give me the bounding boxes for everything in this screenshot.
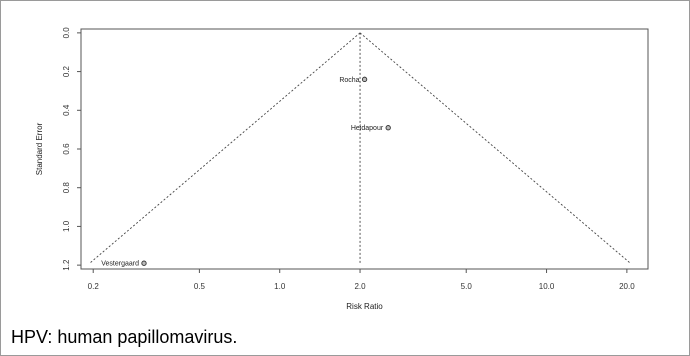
y-axis: 0.0 0.2 0.4 0.6 0.8 1.0 1.2	[62, 27, 81, 271]
x-tick-label: 0.2	[88, 282, 100, 291]
x-axis-title: Risk Ratio	[346, 302, 383, 311]
data-point	[385, 125, 391, 131]
y-tick-label: 0.2	[62, 65, 71, 77]
y-tick-label: 0.6	[62, 143, 71, 155]
funnel-right-line	[359, 32, 631, 264]
funnel-layer	[89, 32, 631, 264]
data-point	[361, 76, 368, 82]
y-tick-label: 0.8	[62, 182, 71, 194]
x-tick-label: 10.0	[539, 282, 555, 291]
y-axis-title: Standard Error	[35, 122, 44, 175]
funnel-plot: 0.2 0.5 1.0 2.0 5.0 10.0 20.0 0.0 0.2 0.4 0.6 0.8 1…	[35, 27, 649, 311]
x-tick-label: 1.0	[274, 282, 286, 291]
data-points: Rocha Heidapour Vestergaard	[101, 76, 391, 268]
point-label: Rocha	[339, 77, 359, 84]
y-tick-label: 1.0	[62, 220, 71, 232]
figure-caption: HPV: human papillomavirus.	[11, 327, 238, 347]
point-label: Vestergaard	[101, 261, 139, 268]
x-tick-label: 20.0	[619, 282, 635, 291]
y-tick-label: 0.4	[62, 104, 71, 116]
x-tick-label: 5.0	[461, 282, 473, 291]
funnel-left-line	[89, 32, 361, 264]
x-axis: 0.2 0.5 1.0 2.0 5.0 10.0 20.0	[88, 269, 635, 291]
x-tick-label: 2.0	[354, 282, 366, 291]
y-tick-label: 1.2	[62, 259, 71, 271]
x-tick-label: 0.5	[194, 282, 206, 291]
y-tick-label: 0.0	[62, 27, 71, 39]
plot-frame	[80, 28, 649, 270]
data-point	[141, 260, 147, 266]
point-label: Heidapour	[351, 125, 384, 132]
